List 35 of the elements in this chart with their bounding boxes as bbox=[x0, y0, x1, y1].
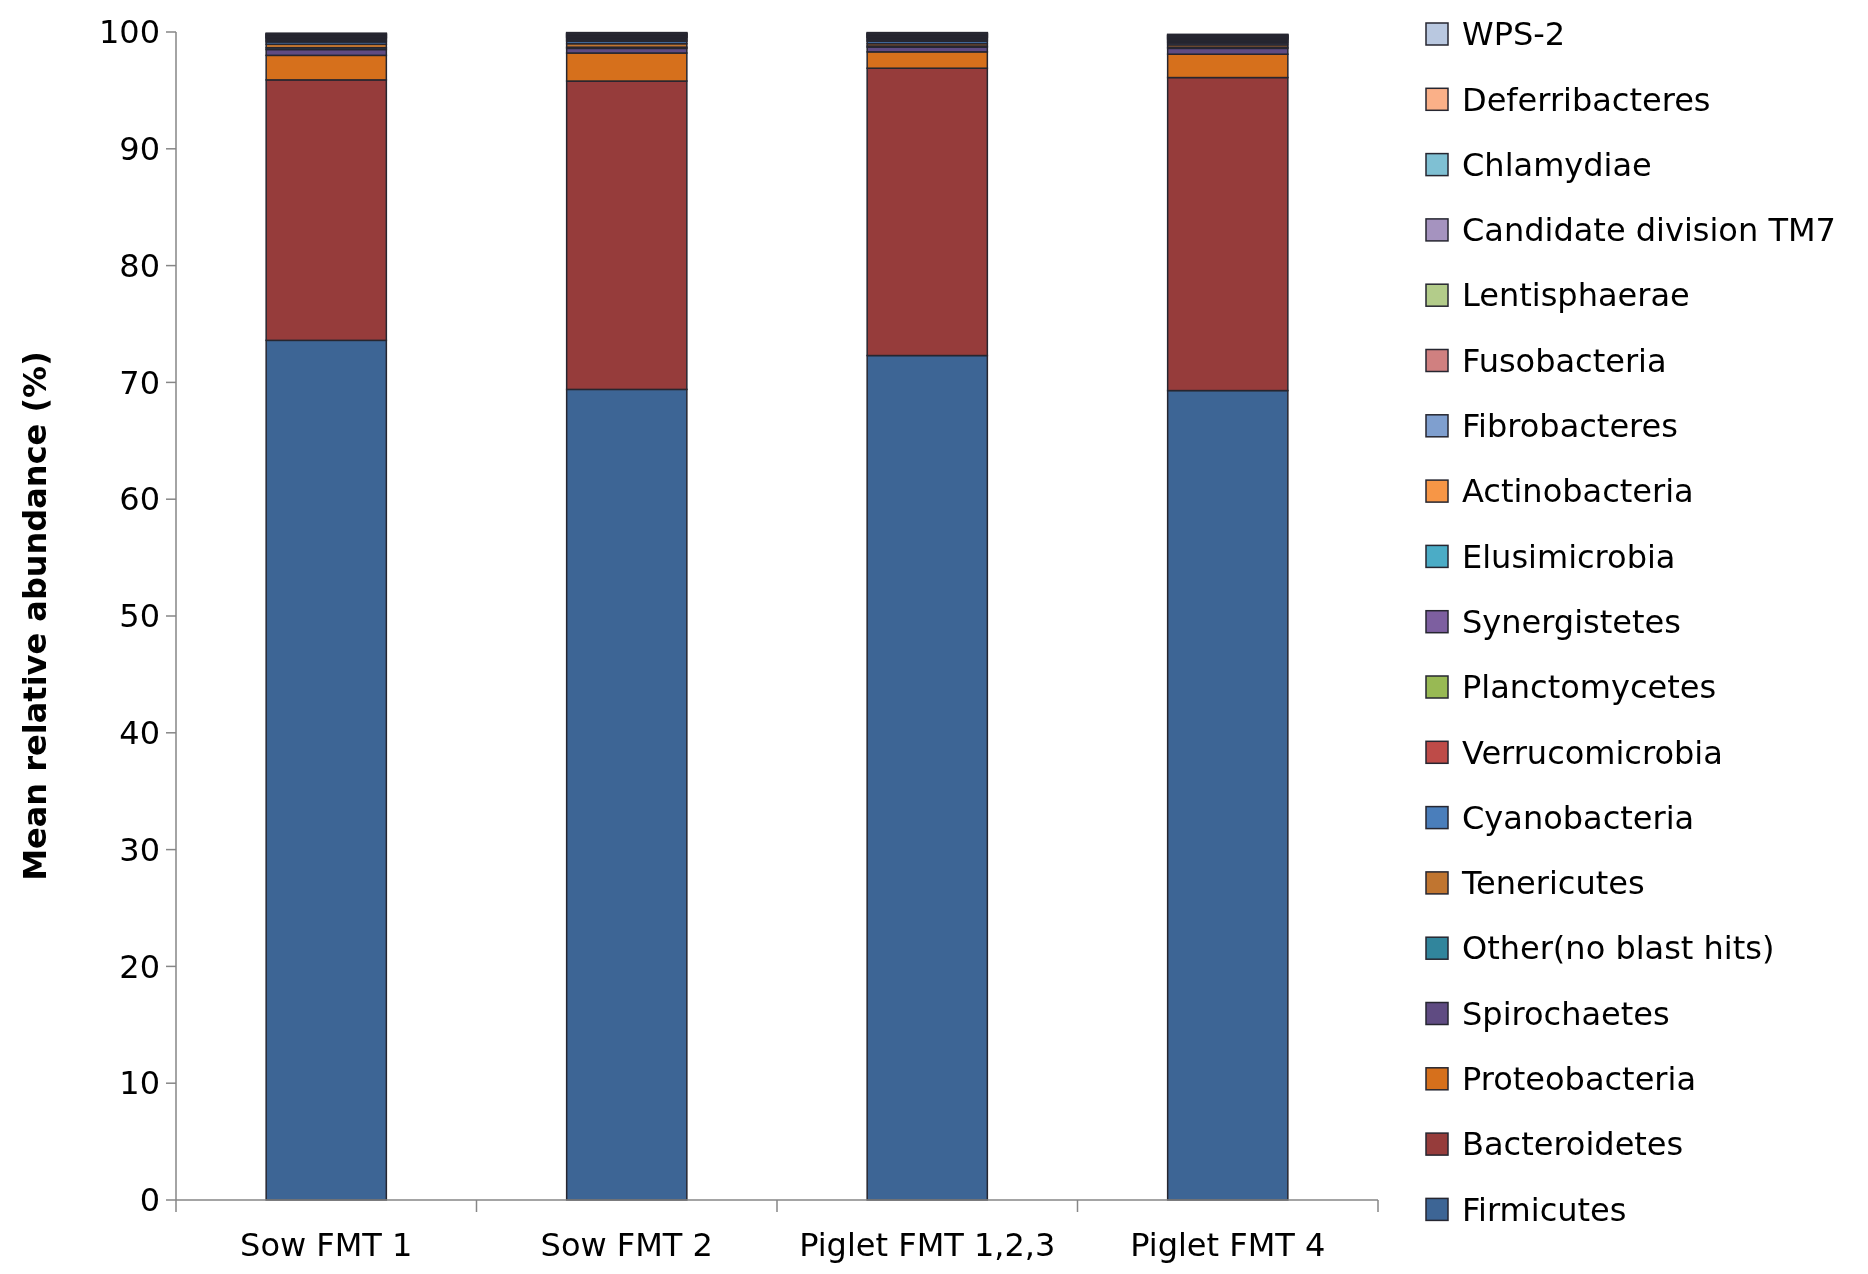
x-tick-label: Piglet FMT 1,2,3 bbox=[799, 1226, 1056, 1264]
legend-label: Tenericutes bbox=[1461, 864, 1645, 903]
y-tick-label: 30 bbox=[119, 830, 160, 869]
y-tick-label: 90 bbox=[119, 130, 160, 168]
legend-label: Verrucomicrobia bbox=[1462, 733, 1723, 772]
legend-label: Planctomycetes bbox=[1462, 668, 1717, 707]
legend-label: Firmicutes bbox=[1462, 1190, 1627, 1229]
x-tick-label: Piglet FMT 4 bbox=[1130, 1226, 1326, 1264]
legend-label: Elusimicrobia bbox=[1462, 537, 1676, 576]
legend-label: WPS-2 bbox=[1462, 15, 1566, 54]
legend-label: Cyanobacteria bbox=[1462, 798, 1695, 837]
legend-label: Fusobacteria bbox=[1462, 341, 1667, 380]
y-tick-label: 100 bbox=[98, 13, 160, 52]
y-tick-label: 50 bbox=[119, 597, 160, 636]
legend-label: Chlamydiae bbox=[1462, 145, 1652, 184]
legend-label: Synergistetes bbox=[1462, 602, 1681, 641]
legend-label: Lentisphaerae bbox=[1462, 276, 1690, 315]
y-tick-label: 20 bbox=[119, 947, 160, 986]
y-tick-label: 80 bbox=[119, 246, 160, 285]
y-tick-label: 70 bbox=[119, 363, 160, 402]
y-axis-title: Mean relative abundance (%) bbox=[16, 351, 54, 881]
legend-label: Proteobacteria bbox=[1462, 1060, 1696, 1098]
legend-label: Deferribacteres bbox=[1462, 80, 1711, 119]
y-tick-label: 40 bbox=[119, 714, 160, 752]
y-tick-label: 60 bbox=[119, 480, 160, 519]
legend-label: Other(no blast hits) bbox=[1462, 929, 1775, 968]
y-tick-label: 0 bbox=[139, 1181, 160, 1220]
legend-label: Spirochaetes bbox=[1462, 994, 1670, 1033]
legend-label: Fibrobacteres bbox=[1462, 407, 1678, 445]
legend-label: Candidate division TM7 bbox=[1462, 211, 1836, 250]
legend-label: Bacteroidetes bbox=[1462, 1125, 1684, 1164]
x-tick-label: Sow FMT 2 bbox=[540, 1226, 713, 1264]
y-tick-label: 10 bbox=[119, 1064, 160, 1103]
x-tick-label: Sow FMT 1 bbox=[240, 1226, 413, 1264]
legend-label: Actinobacteria bbox=[1462, 472, 1694, 511]
